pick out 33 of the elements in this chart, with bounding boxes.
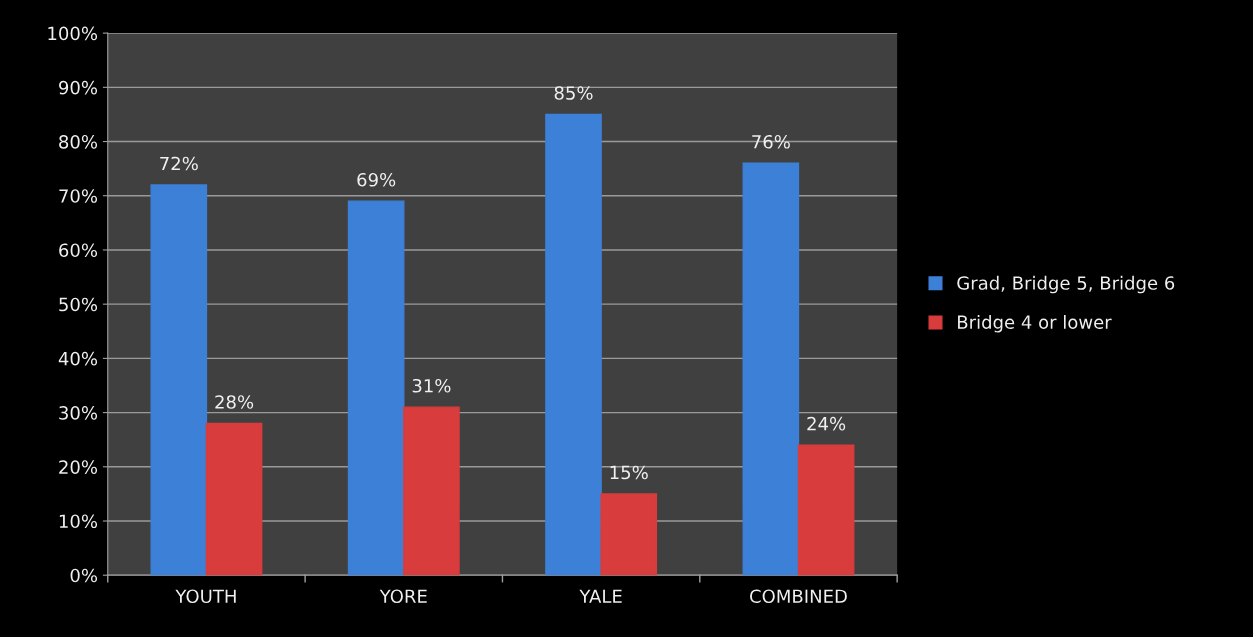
y-tick-label: 30% bbox=[59, 406, 98, 420]
y-tick-label: 60% bbox=[59, 243, 98, 258]
bar bbox=[150, 184, 208, 576]
bar bbox=[347, 200, 405, 576]
y-tick-label: 10% bbox=[59, 514, 98, 529]
data-label: 31% bbox=[412, 378, 451, 393]
bar bbox=[205, 422, 263, 576]
bar bbox=[742, 162, 800, 576]
bar bbox=[545, 113, 602, 576]
x-tick-label: YALE bbox=[579, 589, 622, 603]
data-label: 69% bbox=[357, 172, 396, 187]
y-tick-label: 0% bbox=[70, 568, 98, 583]
bar bbox=[600, 493, 658, 576]
x-tick-label: YORE bbox=[379, 589, 427, 604]
data-label: 28% bbox=[215, 395, 254, 409]
y-tick-label: 80% bbox=[59, 135, 98, 149]
legend-label: Grad, Bridge 5, Bridge 6 bbox=[957, 275, 1175, 294]
x-tick-label: COMBINED bbox=[750, 589, 847, 604]
data-label: 24% bbox=[807, 416, 846, 431]
y-tick-label: 70% bbox=[59, 189, 98, 203]
legend-label: Bridge 4 or lower bbox=[958, 315, 1112, 333]
y-tick-label: 90% bbox=[59, 80, 98, 95]
y-tick-label: 40% bbox=[58, 351, 98, 366]
data-label: 76% bbox=[752, 134, 790, 149]
y-tick-label: 100% bbox=[48, 26, 98, 41]
y-tick-label: 20% bbox=[59, 460, 98, 474]
x-tick-label: YOUTH bbox=[175, 589, 236, 604]
bar bbox=[797, 444, 855, 576]
data-label: 72% bbox=[160, 156, 198, 171]
data-label: 15% bbox=[610, 465, 648, 480]
y-tick-label: 50% bbox=[59, 297, 98, 312]
bar bbox=[403, 406, 460, 576]
data-label: 85% bbox=[554, 86, 593, 100]
